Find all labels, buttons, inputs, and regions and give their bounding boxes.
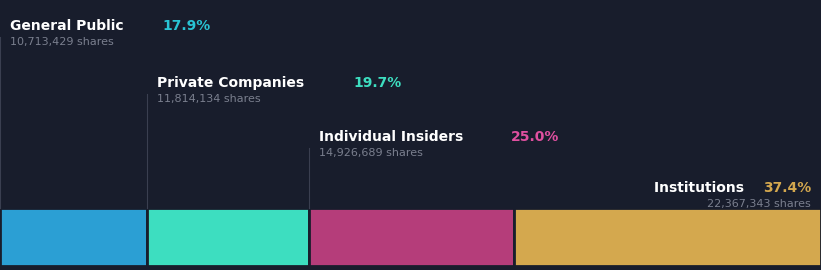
Text: Individual Insiders: Individual Insiders (319, 130, 468, 144)
Text: 25.0%: 25.0% (511, 130, 559, 144)
Text: Institutions: Institutions (654, 181, 749, 195)
Text: General Public: General Public (10, 19, 129, 33)
Text: 10,713,429 shares: 10,713,429 shares (10, 37, 114, 47)
Bar (0, 208, 147, 266)
Bar (147, 208, 309, 266)
Text: 11,814,134 shares: 11,814,134 shares (157, 94, 260, 104)
Text: 19.7%: 19.7% (353, 76, 401, 90)
Text: 22,367,343 shares: 22,367,343 shares (707, 199, 811, 209)
Text: Private Companies: Private Companies (157, 76, 309, 90)
Bar (514, 208, 821, 266)
Text: 14,926,689 shares: 14,926,689 shares (319, 148, 423, 158)
Text: 37.4%: 37.4% (763, 181, 811, 195)
Bar (309, 208, 514, 266)
Text: 17.9%: 17.9% (163, 19, 211, 33)
